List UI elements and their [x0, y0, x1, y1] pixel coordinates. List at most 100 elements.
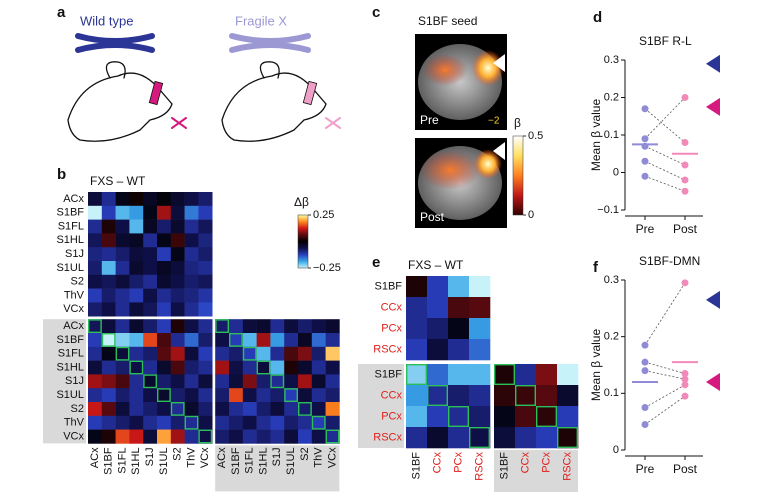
heatmap-cell — [198, 429, 213, 444]
heatmap-cell — [406, 297, 428, 319]
heatmap-cell — [88, 261, 103, 276]
heatmap-cell — [184, 415, 199, 430]
heatmap-cell — [270, 388, 285, 403]
cell-outline — [298, 402, 312, 416]
heatmap-cell — [101, 247, 116, 262]
y-axis-label: Mean β value — [589, 329, 603, 402]
heatmap-cell — [157, 247, 172, 262]
heatmap-cell — [198, 233, 213, 248]
heatmap-cell — [88, 346, 103, 361]
heatmap-cell — [129, 319, 144, 334]
heatmap-cell — [325, 388, 340, 403]
y-tick-label: 0.2 — [604, 331, 619, 343]
column-label: ThV — [313, 447, 325, 468]
panel-label: b — [57, 166, 66, 183]
x-tick-label: Post — [673, 462, 698, 476]
heatmap-cell — [229, 402, 244, 417]
activation — [474, 149, 502, 179]
heatmap-cell — [448, 385, 470, 407]
heatmap-cell — [115, 302, 130, 317]
heatmap-cell — [115, 360, 130, 375]
row-label: RSCx — [373, 431, 402, 443]
row-label: S2 — [71, 403, 84, 415]
row-label: S1HL — [56, 234, 84, 246]
heatmap-cell — [284, 374, 299, 389]
column-label: S1BF — [498, 452, 510, 480]
heatmap-cell — [198, 333, 213, 348]
heatmap-cell — [229, 388, 244, 403]
cell-outline — [129, 360, 144, 375]
heatmap-cell — [229, 429, 244, 444]
row-label: ThV — [64, 289, 85, 301]
group-marker — [706, 373, 720, 391]
pair-line — [644, 175, 686, 192]
row-label: S1J — [65, 375, 84, 387]
heatmap-cell — [311, 415, 326, 430]
data-point — [681, 381, 689, 389]
heatmap-cell — [406, 427, 428, 449]
column-label: S1BF — [103, 447, 115, 475]
heatmap-cell — [88, 333, 103, 348]
heatmap-cell — [184, 388, 199, 403]
heatmap-cell — [298, 360, 313, 375]
activation — [420, 150, 480, 190]
heatmap-cell — [115, 333, 130, 348]
scissors-wt — [171, 117, 187, 129]
heatmap-cell — [157, 219, 172, 234]
heatmap-cell — [129, 219, 144, 234]
heatmap-cell — [270, 346, 285, 361]
heatmap-cell — [101, 319, 116, 334]
y-axis-label: Mean β value — [589, 99, 603, 172]
cell-outline — [198, 429, 213, 444]
cell-outline — [406, 364, 428, 386]
heatmap-cell — [270, 415, 285, 430]
colorbar-tick-label: 0.25 — [313, 209, 334, 221]
row-label: PCx — [381, 410, 402, 422]
data-point — [681, 161, 689, 169]
heatmap-cell — [325, 333, 340, 348]
x-tick-label: Pre — [636, 222, 655, 236]
heatmap-cell — [284, 402, 299, 417]
heatmap-cell — [129, 247, 144, 262]
seed-arrow — [493, 142, 505, 160]
heatmap-cell — [101, 333, 116, 348]
chromosome-fx — [229, 33, 311, 53]
heatmap-cell — [115, 402, 130, 417]
heatmap-cell — [298, 333, 313, 348]
pair-line — [644, 160, 686, 181]
cell-outline — [311, 415, 326, 430]
heatmap-cell — [170, 333, 185, 348]
heatmap-cell — [242, 429, 257, 444]
heatmap-cell — [325, 346, 340, 361]
y-tick-label: 0.2 — [604, 91, 619, 103]
y-tick-label: 0 — [613, 166, 619, 178]
heatmap-cell — [170, 429, 185, 444]
row-label: S1UL — [56, 262, 84, 274]
data-point — [641, 172, 649, 180]
heatmap-cell — [88, 415, 103, 430]
heatmap-cell — [198, 302, 213, 317]
heatmap-cell — [325, 415, 340, 430]
heatmap-cell — [157, 346, 172, 361]
data-point — [641, 367, 649, 375]
heatmap-cell — [284, 360, 299, 375]
y-tick-label: 0.3 — [604, 54, 619, 66]
panel-label: c — [372, 4, 380, 21]
row-label: S1UL — [56, 389, 84, 401]
cell-outline — [170, 402, 185, 416]
heatmap-cell — [469, 339, 491, 361]
heatmap-cell — [184, 374, 199, 389]
heatmap-cell — [157, 288, 172, 303]
data-point — [681, 279, 689, 287]
heatmap-cell — [469, 364, 491, 386]
heatmap-cell — [170, 233, 185, 248]
heatmap-cell — [170, 261, 185, 276]
row-label: S1FL — [58, 220, 84, 232]
colorbar-label: Δβ — [294, 195, 309, 209]
panel-label: a — [57, 4, 66, 21]
heatmap-cell — [115, 261, 130, 276]
colorbar-tick-label: 0.5 — [528, 130, 543, 142]
heatmap-cell — [101, 205, 116, 220]
heatmap-cell — [536, 364, 558, 386]
